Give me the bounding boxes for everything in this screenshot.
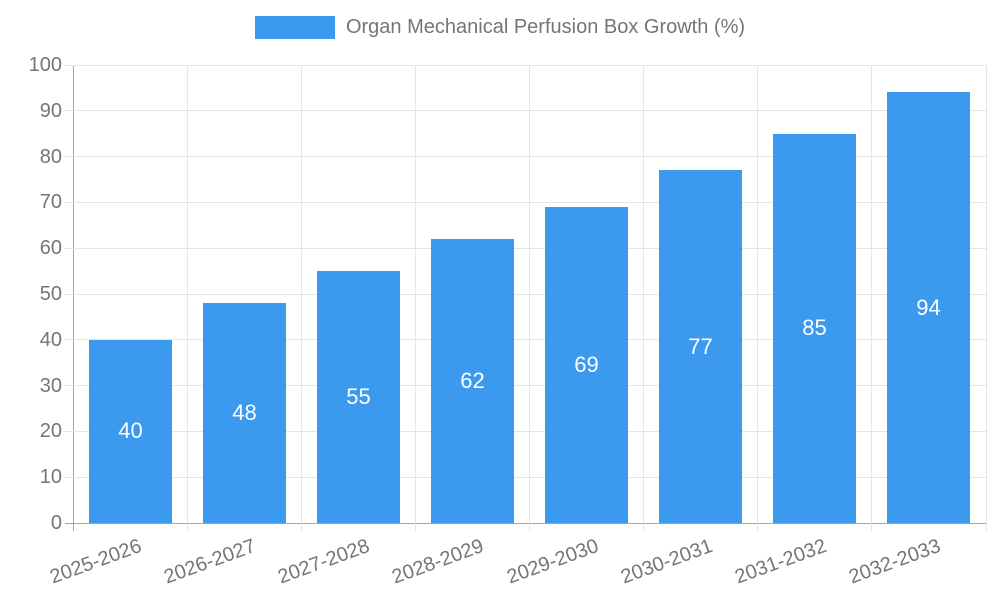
y-axis-tick-label: 80 [39,145,62,168]
bar-2030-2031: 77 [659,170,742,523]
y-tick-mark [65,476,73,478]
y-axis-tick-label: 100 [28,54,62,76]
y-tick-mark [65,201,73,203]
y-axis-tick-label: 30 [39,374,62,397]
y-axis-tick-label: 70 [39,191,62,214]
gridline-vertical [985,65,987,523]
bar-value-label: 94 [916,294,941,320]
plot-area: 40 48 55 62 69 77 85 94 [73,64,987,523]
y-axis-tick-label: 60 [39,237,62,260]
bar-2028-2029: 62 [431,239,514,523]
x-axis-tick-label: 2032-2033 [846,535,944,589]
y-tick-mark [65,156,73,158]
gridline-vertical [529,65,530,523]
legend-swatch-icon [254,16,335,39]
y-tick-mark [65,110,73,112]
y-tick-mark [65,293,73,295]
bar-2031-2032: 85 [773,133,856,523]
bar-2026-2027: 48 [203,303,286,523]
x-tick-mark [186,523,188,531]
x-tick-mark [643,523,645,531]
y-tick-mark [65,385,73,387]
gridline-vertical [300,65,302,523]
y-tick-mark [65,339,73,341]
chart-legend[interactable]: Organ Mechanical Perfusion Box Growth (%… [0,16,1000,39]
gridline-vertical [757,65,759,523]
gridline-vertical [643,65,645,523]
y-tick-mark [65,247,73,249]
gridline-vertical [414,65,416,523]
x-axis-tick-label: 2030-2031 [617,535,716,589]
x-tick-mark [985,523,987,531]
x-axis-tick-label: 2025-2026 [47,535,145,589]
y-axis-tick-label: 40 [39,328,62,351]
y-axis-tick-label: 90 [39,99,62,122]
x-tick-mark [871,523,873,531]
y-axis-line [73,65,74,531]
x-axis-tick-label: 2029-2030 [503,535,602,589]
bar-value-label: 62 [460,368,485,394]
x-axis-tick-label: 2028-2029 [389,535,487,589]
y-tick-mark [65,64,73,66]
legend-label: Organ Mechanical Perfusion Box Growth (%… [345,16,746,38]
x-tick-mark [757,523,759,531]
x-tick-mark [529,523,530,531]
bar-value-label: 85 [802,315,827,341]
bar-2032-2033: 94 [887,92,970,523]
bar-value-label: 55 [346,384,371,410]
bar-2025-2026: 40 [89,339,172,523]
bar-value-label: 48 [232,400,257,426]
x-axis-tick-label: 2027-2028 [275,535,373,589]
x-axis-tick-label: 2026-2027 [161,535,259,589]
bar-2029-2030: 69 [545,206,628,523]
x-axis-line [65,523,986,524]
x-tick-mark [300,523,302,531]
bar-value-label: 77 [688,333,713,359]
gridline-vertical [186,65,188,523]
y-axis-tick-label: 50 [39,283,62,305]
y-tick-mark [65,430,73,432]
bar-2027-2028: 55 [317,271,400,523]
gridline-vertical [871,65,873,523]
y-axis-tick-label: 0 [50,512,62,534]
bar-value-label: 40 [118,418,143,444]
x-axis-tick-label: 2031-2032 [731,535,830,589]
y-axis-tick-label: 20 [39,420,62,443]
bar-value-label: 69 [574,351,599,377]
y-axis-tick-label: 10 [39,466,62,489]
x-tick-mark [414,523,416,531]
